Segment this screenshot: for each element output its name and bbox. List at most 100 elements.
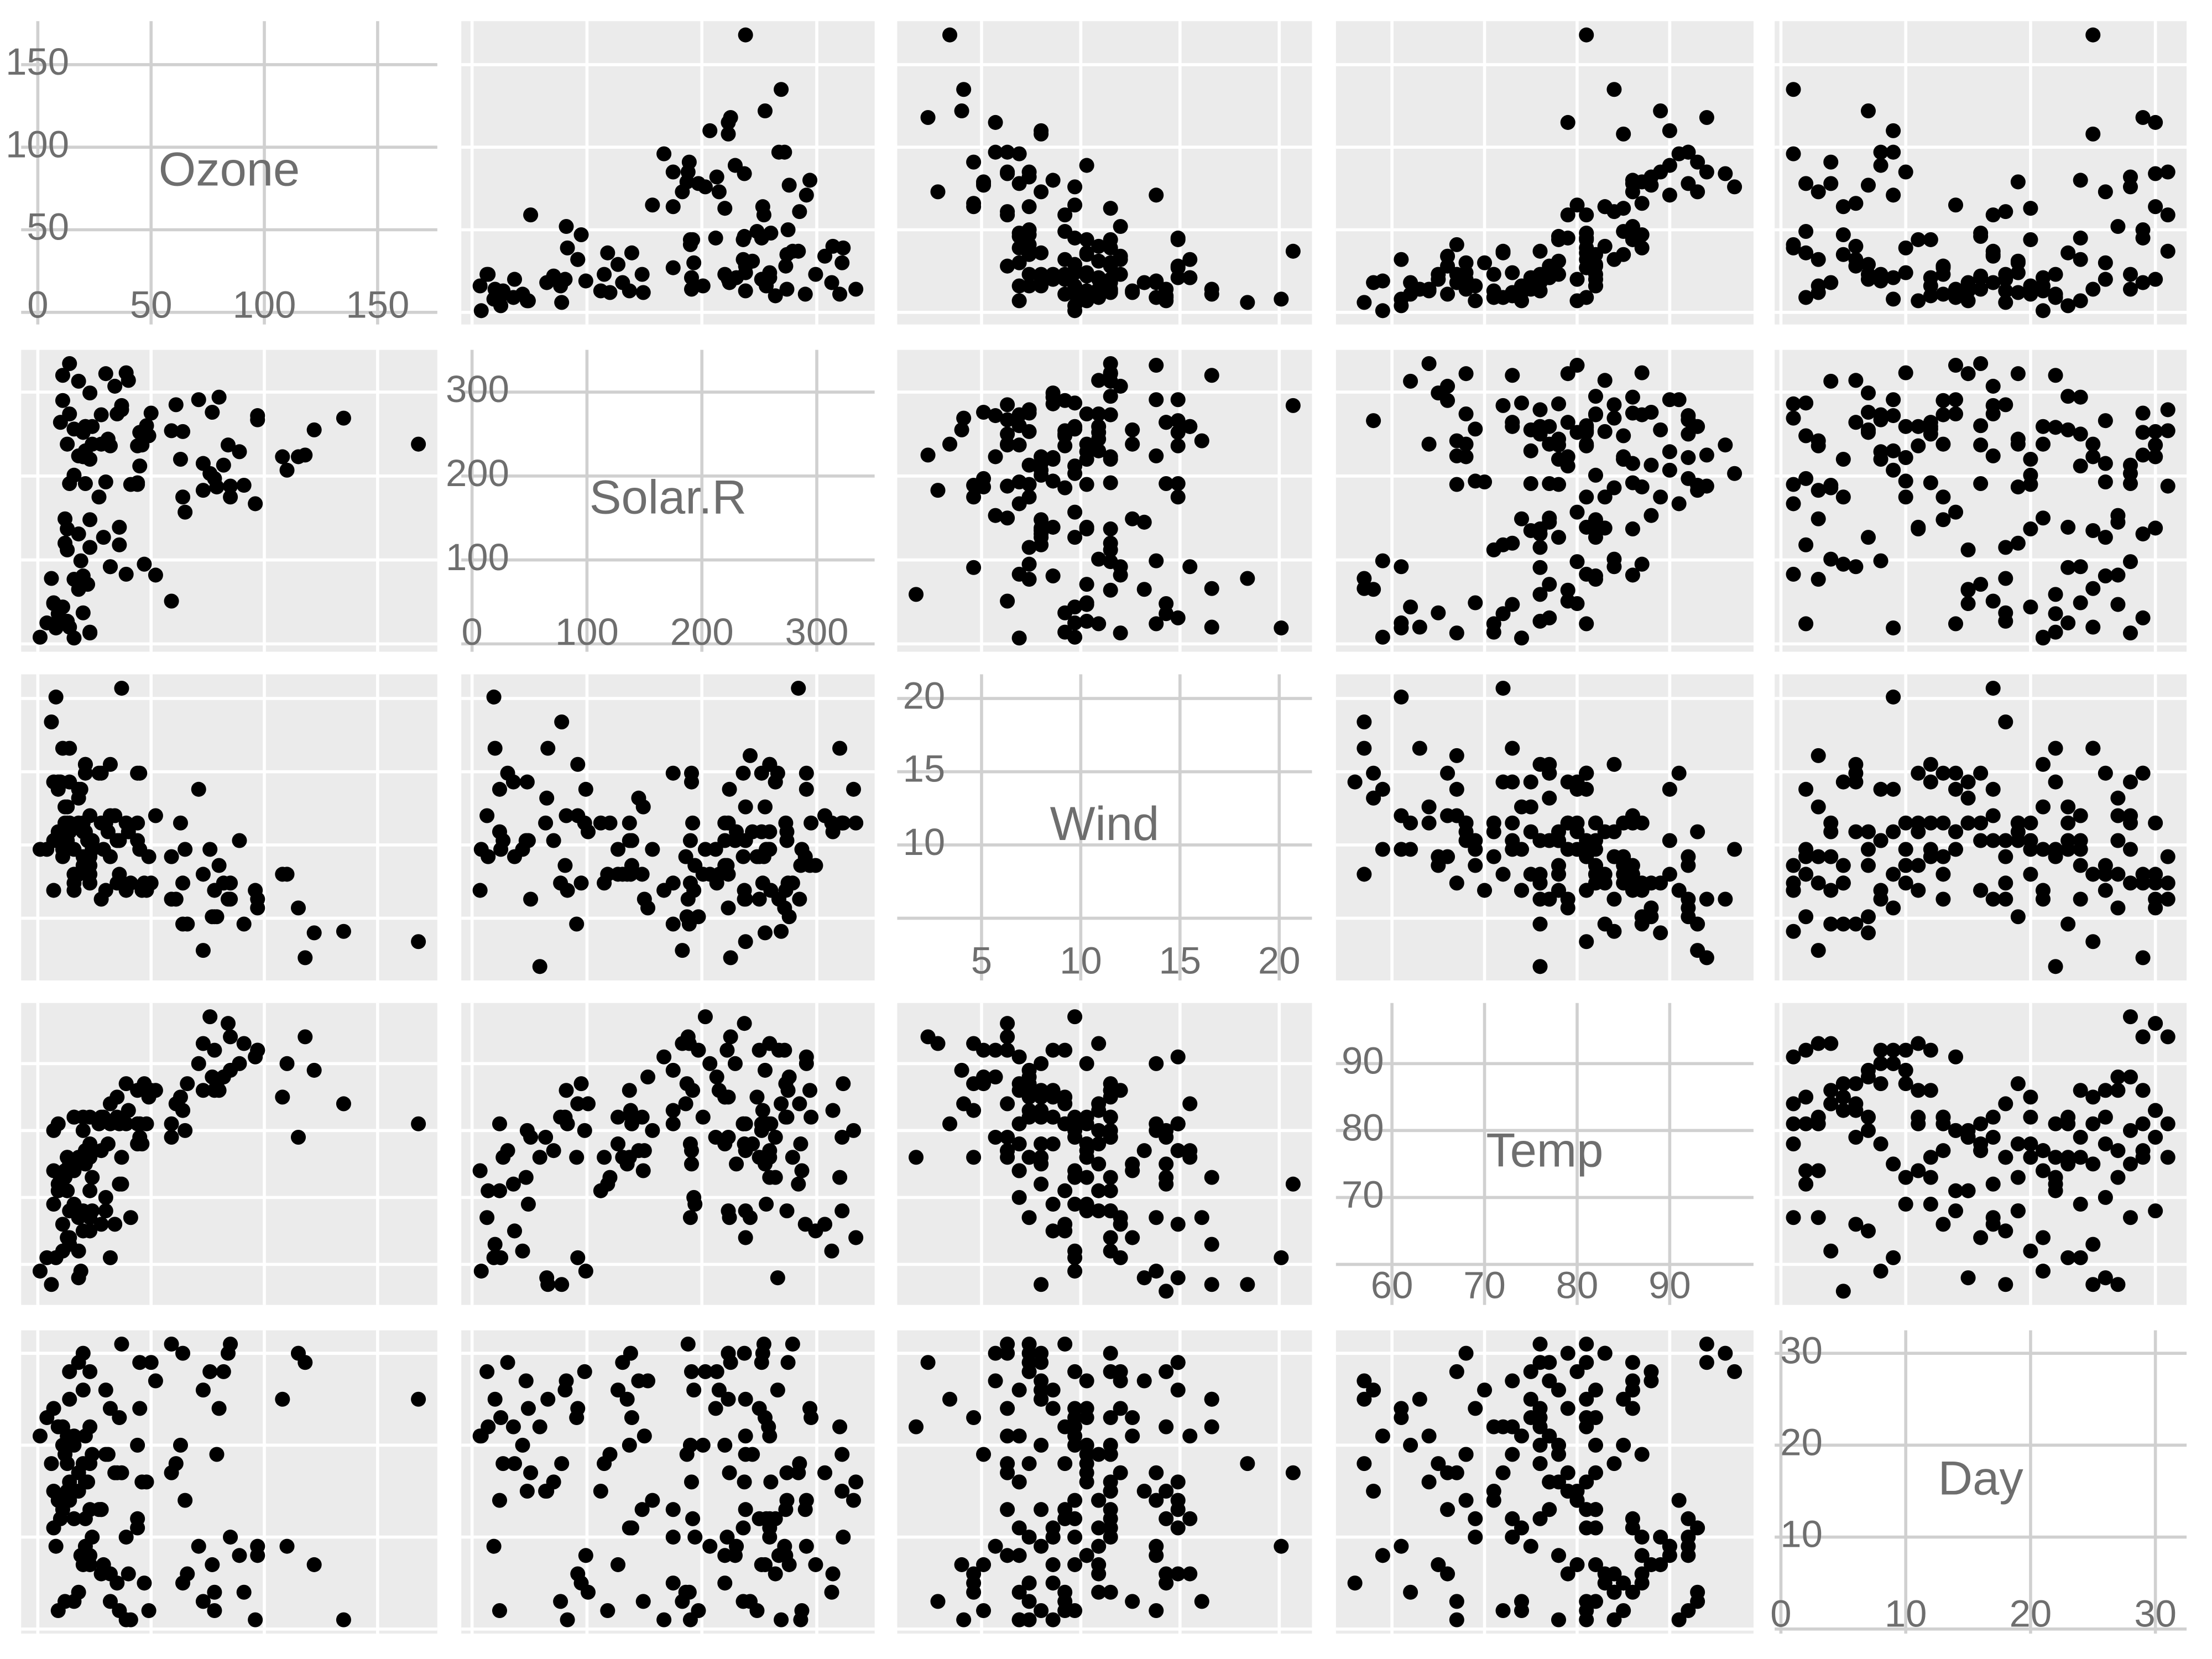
point bbox=[1486, 849, 1501, 864]
point bbox=[505, 1419, 521, 1434]
point bbox=[60, 815, 75, 831]
point bbox=[791, 1176, 806, 1192]
point bbox=[2085, 281, 2101, 297]
x-tick-label: 50 bbox=[130, 283, 173, 326]
point bbox=[132, 1355, 148, 1370]
point bbox=[85, 1170, 100, 1185]
point bbox=[954, 1062, 969, 1078]
point bbox=[791, 681, 806, 696]
point bbox=[1579, 1391, 1594, 1407]
point bbox=[2035, 1264, 2051, 1279]
point bbox=[2060, 422, 2076, 437]
point bbox=[1848, 774, 1864, 790]
point bbox=[1034, 1538, 1049, 1554]
point bbox=[752, 1042, 767, 1058]
point bbox=[1923, 232, 1938, 247]
point bbox=[50, 1116, 66, 1131]
point bbox=[708, 230, 723, 246]
point bbox=[1103, 389, 1118, 404]
point bbox=[1560, 207, 1575, 223]
point bbox=[1486, 542, 1501, 557]
point bbox=[1149, 1465, 1164, 1480]
point bbox=[1357, 740, 1372, 756]
point bbox=[1204, 281, 1219, 297]
point bbox=[1468, 1530, 1483, 1545]
point bbox=[680, 1337, 696, 1352]
point bbox=[1394, 689, 1409, 705]
point bbox=[546, 268, 561, 284]
point bbox=[1170, 1520, 1186, 1536]
point bbox=[1021, 199, 1037, 215]
point bbox=[808, 267, 823, 282]
point bbox=[2098, 413, 2113, 429]
point bbox=[2010, 1136, 2026, 1152]
point bbox=[77, 476, 93, 492]
point bbox=[1662, 158, 1677, 173]
point bbox=[1079, 519, 1094, 535]
point bbox=[50, 1493, 66, 1508]
point bbox=[1681, 426, 1696, 442]
point bbox=[1973, 833, 1989, 848]
point bbox=[1532, 419, 1548, 434]
point bbox=[487, 281, 503, 297]
point bbox=[1125, 422, 1140, 437]
point bbox=[507, 272, 523, 287]
point bbox=[2010, 1203, 2026, 1219]
point bbox=[1835, 199, 1851, 215]
point bbox=[738, 1502, 753, 1517]
point bbox=[2085, 581, 2101, 596]
point bbox=[738, 1391, 753, 1407]
point bbox=[1873, 553, 1888, 568]
point bbox=[1495, 243, 1511, 259]
point bbox=[1136, 1483, 1152, 1499]
point bbox=[1091, 1538, 1107, 1554]
point bbox=[723, 950, 738, 966]
point bbox=[2098, 1109, 2113, 1125]
x-tick-label: 300 bbox=[785, 611, 849, 653]
point bbox=[1057, 480, 1073, 495]
point bbox=[495, 1456, 511, 1472]
point bbox=[645, 197, 660, 213]
point bbox=[2073, 833, 2088, 848]
point bbox=[1923, 1083, 1938, 1098]
point bbox=[1366, 765, 1381, 781]
point bbox=[570, 252, 586, 267]
point bbox=[1021, 1530, 1037, 1545]
point bbox=[77, 419, 93, 434]
point bbox=[1011, 1612, 1027, 1627]
point bbox=[1159, 1176, 1174, 1192]
point bbox=[717, 1437, 733, 1453]
point bbox=[1681, 858, 1696, 873]
point bbox=[472, 278, 488, 294]
point bbox=[738, 833, 753, 848]
point bbox=[1034, 456, 1049, 471]
point bbox=[777, 1538, 792, 1554]
point bbox=[2023, 867, 2038, 882]
point bbox=[1285, 1465, 1301, 1480]
point bbox=[39, 615, 55, 630]
point bbox=[96, 530, 111, 545]
y-tick-label: 50 bbox=[27, 206, 69, 248]
point bbox=[665, 164, 681, 180]
point bbox=[1923, 1042, 1938, 1058]
point bbox=[1644, 404, 1659, 420]
point bbox=[195, 1594, 211, 1609]
point bbox=[1560, 842, 1575, 857]
point bbox=[1532, 402, 1548, 418]
point bbox=[792, 204, 807, 220]
point bbox=[1551, 867, 1567, 882]
diagonal-panel bbox=[1775, 1330, 2187, 1634]
point bbox=[250, 1538, 265, 1554]
point bbox=[298, 1355, 313, 1370]
point bbox=[1860, 272, 1876, 287]
point bbox=[195, 1036, 211, 1051]
point bbox=[578, 1548, 593, 1563]
point bbox=[2098, 765, 2113, 781]
point bbox=[1045, 1109, 1061, 1125]
point bbox=[487, 1237, 503, 1252]
point bbox=[2035, 510, 2051, 526]
point bbox=[1011, 146, 1027, 161]
point bbox=[248, 496, 263, 512]
point bbox=[554, 1277, 570, 1292]
point bbox=[1936, 407, 1951, 422]
